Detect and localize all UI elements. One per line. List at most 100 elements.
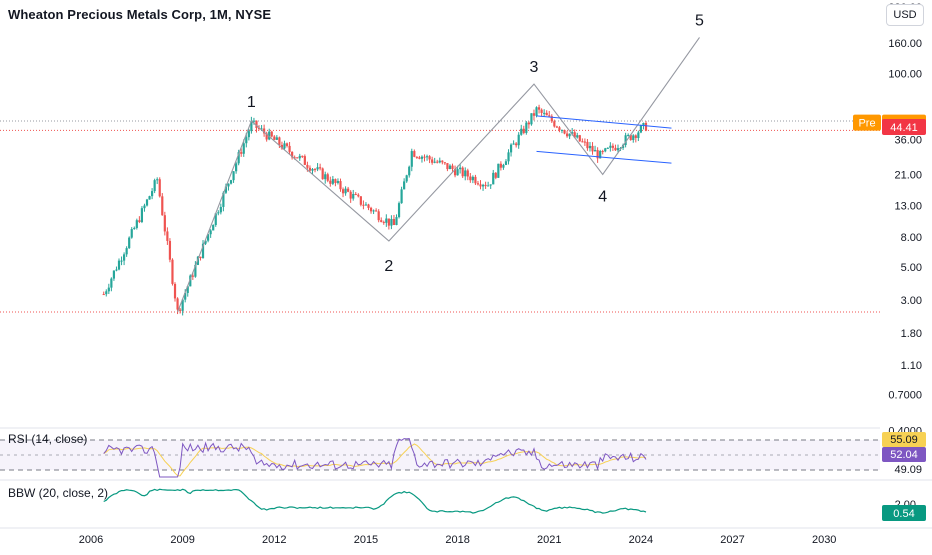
candle-body	[270, 131, 273, 137]
candle-body	[148, 196, 151, 200]
candle-body	[227, 183, 230, 187]
candle-body	[593, 150, 597, 152]
candle-body	[515, 143, 518, 146]
candle-body	[644, 122, 648, 131]
candle-body	[336, 181, 340, 183]
candle-body	[545, 112, 548, 116]
candle-body	[199, 256, 202, 259]
time-axis-tick: 2027	[720, 534, 744, 546]
candle-body	[639, 125, 642, 133]
candle-body	[321, 168, 324, 180]
rsi-label[interactable]: RSI (14, close)	[8, 432, 88, 446]
candle-body	[303, 156, 306, 165]
candle-body	[591, 145, 594, 152]
time-axis-tick: 2030	[812, 534, 836, 546]
candle-body	[548, 115, 551, 117]
candle-body	[565, 133, 569, 137]
candle-body	[212, 224, 215, 231]
candle-body	[222, 192, 225, 207]
candle-body	[250, 120, 253, 132]
time-axis-tick: 2015	[354, 534, 378, 546]
candle-body	[418, 157, 421, 159]
candle-body	[235, 163, 238, 172]
candle-body	[364, 204, 368, 206]
candle-body	[339, 181, 342, 190]
candle-body	[153, 180, 156, 192]
candle-body	[627, 134, 630, 136]
candle-body	[125, 248, 128, 255]
price-axis-tick: 3.00	[901, 295, 922, 307]
candle-body	[293, 157, 296, 159]
candle-body	[410, 151, 413, 167]
candle-body	[217, 212, 220, 214]
candle-body	[525, 122, 528, 133]
candle-body	[451, 165, 454, 170]
candle-body	[436, 161, 439, 163]
candle-body	[487, 185, 490, 187]
candle-body	[392, 218, 396, 225]
candle-body	[252, 120, 256, 122]
candle-body	[601, 151, 604, 153]
candle-body	[522, 128, 525, 133]
candle-body	[428, 156, 431, 160]
candle-body	[352, 194, 355, 199]
candle-body	[512, 143, 515, 145]
candle-body	[179, 309, 182, 311]
rsi-line	[103, 438, 647, 478]
candle-body	[453, 169, 457, 176]
candle-body	[102, 294, 105, 296]
candle-body	[558, 127, 561, 130]
candle-body	[331, 179, 334, 184]
candle-body	[268, 131, 271, 140]
candle-body	[242, 143, 245, 154]
bbw-line	[103, 488, 647, 514]
candle-body	[553, 121, 556, 127]
candle-body	[425, 156, 429, 158]
candle-body	[469, 176, 472, 181]
candle-body	[448, 165, 452, 170]
candle-body	[122, 254, 126, 261]
candle-body	[616, 148, 620, 151]
candle-body	[296, 157, 299, 159]
candle-body	[201, 243, 205, 259]
candle-body	[140, 208, 144, 223]
rsi-value-badge	[882, 447, 926, 462]
candle-body	[604, 148, 607, 152]
candle-body	[311, 169, 314, 171]
candle-body	[229, 180, 233, 184]
candle-body	[349, 191, 352, 199]
candle-body	[499, 163, 502, 168]
candle-body	[255, 120, 258, 129]
candle-body	[408, 166, 411, 176]
candle-body	[209, 230, 212, 235]
pre-market-tag	[853, 114, 881, 131]
bbw-label[interactable]: BBW (20, close, 2)	[8, 486, 109, 500]
candle-body	[130, 229, 133, 238]
rsi-axis-tick: 49.09	[894, 464, 922, 476]
price-axis-tick: 1.10	[901, 360, 922, 372]
candle-body	[181, 299, 184, 311]
candle-body	[413, 151, 416, 157]
wave-label: 4	[598, 188, 607, 205]
candle-body	[446, 163, 449, 170]
candle-body	[385, 218, 388, 223]
wave-label: 2	[384, 258, 393, 275]
candle-body	[245, 137, 248, 144]
candle-body	[624, 135, 627, 145]
candle-body	[481, 184, 485, 187]
pre-market-tag-label: Pre	[858, 118, 875, 130]
time-axis-tick: 2024	[629, 534, 653, 546]
candle-body	[319, 167, 322, 169]
candle-body	[224, 186, 228, 193]
rsi-value: 52.04	[890, 449, 918, 461]
candle-body	[133, 227, 136, 230]
candle-body	[341, 189, 345, 194]
candle-body	[532, 113, 536, 116]
candle-body	[464, 170, 467, 177]
candle-body	[298, 155, 301, 159]
candle-body	[560, 129, 564, 131]
currency-button[interactable]: USD	[886, 4, 924, 26]
candle-body	[581, 141, 584, 143]
